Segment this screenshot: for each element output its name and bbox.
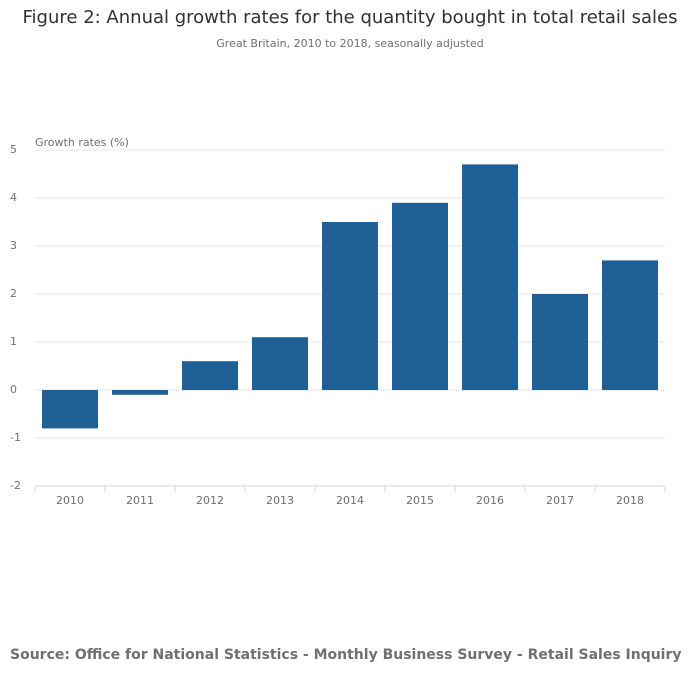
x-tick-label: 2018 xyxy=(616,494,644,507)
bar xyxy=(322,222,378,390)
x-tick-label: 2013 xyxy=(266,494,294,507)
y-axis-label: Growth rates (%) xyxy=(35,136,129,149)
bar xyxy=(602,260,658,390)
y-tick-label: 5 xyxy=(10,143,17,156)
x-tick-label: 2014 xyxy=(336,494,364,507)
bar xyxy=(112,390,168,395)
y-tick-label: 4 xyxy=(10,191,17,204)
y-tick-label: -2 xyxy=(10,479,21,492)
chart-subtitle: Great Britain, 2010 to 2018, seasonally … xyxy=(216,37,483,50)
y-tick-label: 2 xyxy=(10,287,17,300)
x-tick-label: 2012 xyxy=(196,494,224,507)
x-tick-label: 2010 xyxy=(56,494,84,507)
x-tick-label: 2015 xyxy=(406,494,434,507)
bar xyxy=(182,361,238,390)
bar xyxy=(532,294,588,390)
bar xyxy=(392,202,448,390)
bar xyxy=(42,390,98,429)
y-tick-label: -1 xyxy=(10,431,21,444)
x-tick-label: 2016 xyxy=(476,494,504,507)
chart-title: Figure 2: Annual growth rates for the qu… xyxy=(23,7,678,28)
y-tick-label: 1 xyxy=(10,335,17,348)
y-tick-label: 0 xyxy=(10,383,17,396)
x-tick-label: 2011 xyxy=(126,494,154,507)
x-tick-label: 2017 xyxy=(546,494,574,507)
bar xyxy=(462,164,518,390)
source-note: Source: Office for National Statistics -… xyxy=(10,647,682,663)
bar xyxy=(252,337,308,390)
y-tick-label: 3 xyxy=(10,239,17,252)
